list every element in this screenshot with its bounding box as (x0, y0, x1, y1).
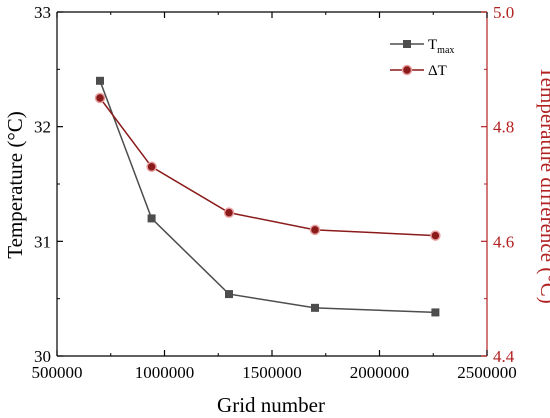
data-point-tmax (311, 303, 319, 312)
y-right-axis-ticks: 4.4 4.6 4.8 5.0 (481, 3, 515, 366)
series-layer (94, 76, 441, 317)
legend-entry-deltat: ΔT (390, 63, 447, 79)
y-left-axis-ticks: 30 31 32 33 (34, 3, 63, 366)
y-right-tick-label: 5.0 (493, 3, 514, 22)
y-right-tick-label: 4.6 (493, 232, 514, 251)
y-left-tick-label: 30 (34, 347, 51, 366)
data-point-deltat (223, 207, 235, 218)
data-point-deltat (309, 224, 321, 236)
y-left-tick-label: 33 (34, 3, 51, 22)
x-tick-label: 2500000 (457, 363, 517, 382)
x-tick-label: 2000000 (350, 363, 410, 382)
x-tick-label: 1500000 (242, 363, 302, 382)
x-axis-title: Grid number (217, 393, 325, 417)
data-point-tmax (431, 308, 440, 317)
legend-entry-tmax: Tmax (390, 37, 454, 56)
x-tick-label: 1000000 (135, 363, 195, 382)
legend-marker-circle (401, 64, 413, 76)
y-left-tick-label: 32 (34, 118, 51, 137)
y-left-axis-title: Temperature (°C) (3, 111, 27, 258)
plot-frame (56, 11, 488, 357)
data-point-tmax (225, 290, 233, 299)
data-point-deltat (94, 92, 106, 104)
data-point-tmax (147, 214, 156, 223)
y-right-axis-title: Temperature difference (°C) (536, 66, 550, 303)
data-point-tmax (96, 76, 104, 85)
legend-label-deltat: ΔT (428, 63, 447, 79)
y-right-tick-label: 4.4 (493, 347, 515, 366)
series-line-tmax (99, 80, 436, 314)
y-left-tick-label: 31 (34, 232, 51, 251)
legend: Tmax ΔT (390, 37, 454, 79)
data-point-deltat (430, 230, 441, 241)
y-right-tick-label: 4.8 (493, 118, 514, 137)
data-point-deltat (146, 161, 157, 173)
x-tick-label: 500000 (32, 363, 83, 382)
legend-label-tmax: Tmax (428, 37, 454, 56)
legend-marker-square (403, 40, 411, 48)
x-axis-ticks: 500000 1000000 1500000 2000000 2500000 (32, 12, 517, 382)
